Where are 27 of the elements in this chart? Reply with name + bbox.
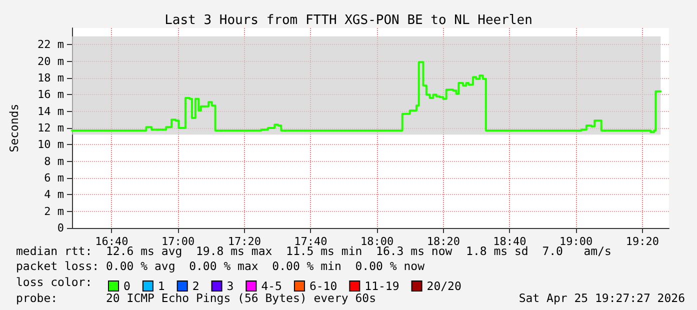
y-tick-label: 22 m <box>38 38 64 52</box>
legend-label: 4-5 <box>261 279 282 293</box>
y-tick-label: 12 m <box>38 122 64 134</box>
y-tick-label: 20 m <box>38 54 64 68</box>
legend-label: 0 <box>124 279 130 293</box>
legend-label: 6-10 <box>309 279 338 293</box>
legend-label: 2 <box>192 279 200 293</box>
y-axis-title: Seconds <box>7 104 21 152</box>
y-tick-label: 2 m <box>44 204 64 218</box>
text: probe: 20 ICMP Echo Pings (56 Bytes) every 60s <box>16 291 376 305</box>
y-tick-label: 18 m <box>38 72 64 84</box>
legend-label: 3 <box>226 279 234 293</box>
y-tick-label: 8 m <box>44 154 64 168</box>
y-tick-label: 0 <box>57 222 64 234</box>
y-tick-label: 6 m <box>44 172 64 184</box>
text: packet loss: 0.00 % avg 0.00 % max 0.00 % min 0.00 % now <box>16 259 425 273</box>
x-tick-label: 19:20 <box>626 235 659 248</box>
legend-label: 1 <box>158 279 165 293</box>
legend-label: 20/20 <box>426 279 462 293</box>
y-tick-label: 14 m <box>38 104 64 118</box>
legend-label: 11-19 <box>364 279 400 293</box>
chart-title: Last 3 Hours from FTTH XGS-PON BE to NL Heerlen <box>164 13 532 28</box>
y-tick-label: 16 m <box>38 88 64 102</box>
y-tick-label: 4 m <box>44 188 64 202</box>
text: Sat Apr 25 19:27:27 2026 <box>518 291 686 305</box>
legend-title: loss color: <box>16 275 92 289</box>
y-tick-label: 10 m <box>38 138 64 152</box>
